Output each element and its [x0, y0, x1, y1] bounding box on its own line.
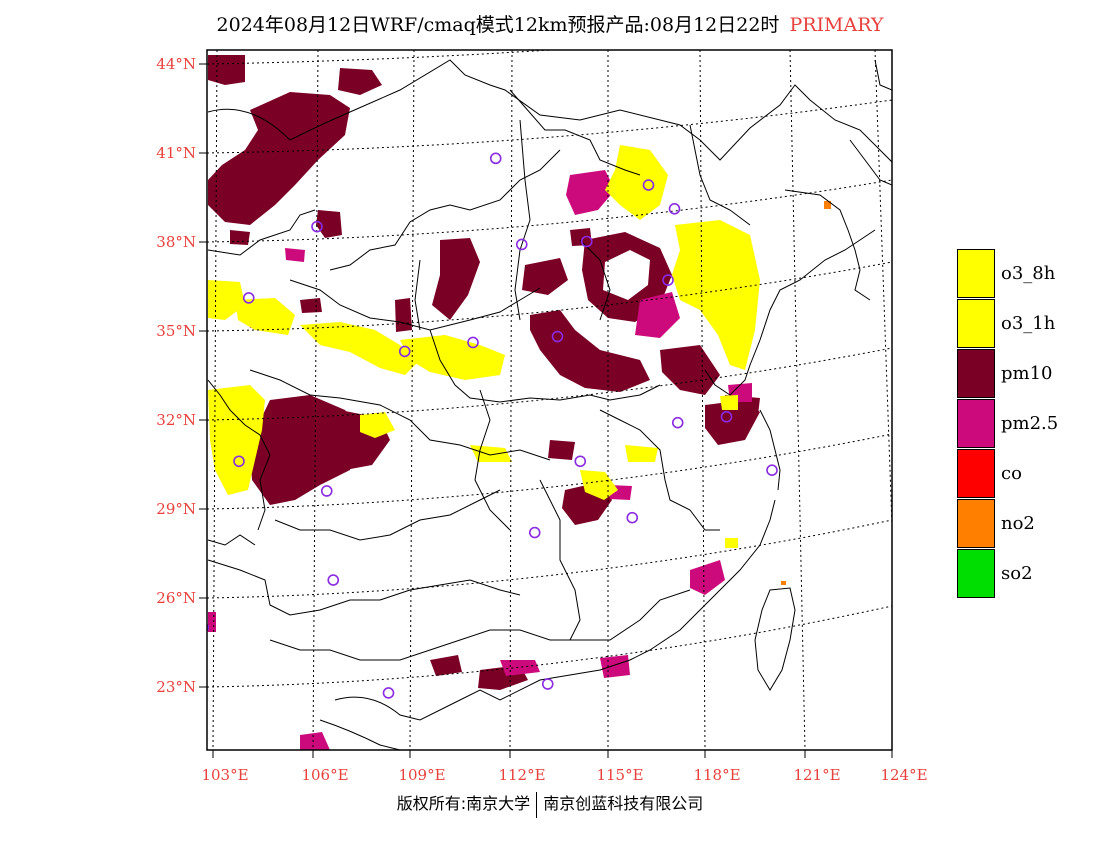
lon-label-121e: 121°E: [793, 766, 841, 784]
axis-ticks: [199, 63, 893, 758]
lon-label-106e: 106°E: [301, 766, 349, 784]
legend-label: pm2.5: [1001, 413, 1059, 434]
lon-label-112e: 112°E: [498, 766, 546, 784]
legend-item-pm25: pm2.5: [957, 399, 1097, 449]
legend-item-pm10: pm10: [957, 349, 1097, 399]
map-title: 2024年08月12日WRF/cmaq模式12km预报产品:08月12日22时 P…: [0, 10, 1100, 37]
copyright-right: 南京创蓝科技有限公司: [543, 794, 704, 813]
legend-item-o3-1h: o3_1h: [957, 299, 1097, 349]
legend-label: so2: [1001, 563, 1033, 584]
station-marker: [642, 179, 655, 191]
legend-item-so2: so2: [957, 549, 1097, 599]
boundaries: [207, 59, 892, 750]
copyright-footer: 版权所有:南京大学 南京创蓝科技有限公司: [0, 790, 1100, 818]
legend-swatch: [957, 349, 995, 398]
station-marker: [551, 330, 564, 343]
pm25-areas: [208, 170, 752, 750]
lat-label-32n: 32°N: [156, 411, 196, 429]
lon-label-109e: 109°E: [398, 766, 446, 784]
map-area: [169, 5, 985, 750]
station-marker: [528, 526, 541, 539]
station-marker: [766, 464, 778, 476]
station-marker: [515, 238, 528, 251]
lat-label-26n: 26°N: [156, 589, 196, 607]
lon-label-118e: 118°E: [693, 766, 741, 784]
station-marker: [668, 203, 681, 215]
legend-item-no2: no2: [957, 499, 1097, 549]
station-marker: [541, 678, 554, 690]
station-marker: [242, 292, 255, 304]
title-text: 2024年08月12日WRF/cmaq模式12km预报产品:08月12日22时: [216, 14, 780, 36]
graticule: [207, 50, 892, 750]
copyright-left: 版权所有:南京大学: [396, 794, 531, 813]
station-markers: [169, 5, 985, 699]
station-marker: [720, 410, 733, 423]
legend-swatch: [957, 449, 995, 498]
station-marker: [327, 574, 340, 586]
legend-label: o3_8h: [1001, 263, 1056, 284]
station-marker: [626, 511, 639, 524]
legend-swatch: [957, 549, 995, 598]
legend-item-co: co: [957, 449, 1097, 499]
station-marker: [398, 345, 411, 358]
o3-areas: [208, 145, 760, 548]
lon-label-124e: 124°E: [880, 766, 928, 784]
legend-swatch: [957, 299, 995, 348]
footer-separator: [536, 791, 538, 818]
legend-swatch: [957, 499, 995, 548]
station-marker: [311, 220, 323, 233]
station-marker: [233, 455, 245, 468]
pollutant-legend: o3_8h o3_1h pm10 pm2.5 co no2 so2: [957, 249, 1097, 599]
lat-label-44n: 44°N: [156, 55, 196, 73]
pm10-areas: [208, 55, 760, 690]
lon-label-115e: 115°E: [596, 766, 644, 784]
station-marker: [933, 61, 943, 71]
lat-label-29n: 29°N: [156, 500, 196, 518]
legend-label: o3_1h: [1001, 313, 1056, 334]
station-marker: [382, 687, 395, 699]
station-marker: [489, 152, 502, 165]
no2-spots: [781, 201, 831, 585]
lat-label-38n: 38°N: [156, 233, 196, 251]
station-marker: [207, 623, 210, 633]
station-marker: [662, 274, 674, 286]
station-marker: [671, 416, 684, 429]
legend-label: co: [1001, 463, 1022, 484]
legend-item-o3-8h: o3_8h: [957, 249, 1097, 299]
lon-label-103e: 103°E: [201, 766, 249, 784]
station-marker: [574, 455, 587, 468]
lat-label-23n: 23°N: [156, 678, 196, 696]
station-marker: [467, 336, 479, 349]
legend-label: pm10: [1001, 363, 1053, 384]
station-marker: [975, 5, 985, 15]
station-marker: [169, 278, 179, 288]
station-marker: [580, 235, 593, 248]
station-marker: [320, 485, 333, 497]
legend-swatch: [957, 399, 995, 448]
lat-label-41n: 41°N: [156, 144, 196, 162]
legend-label: no2: [1001, 513, 1035, 534]
legend-swatch: [957, 249, 995, 298]
title-tag-primary: PRIMARY: [789, 14, 884, 36]
lat-label-35n: 35°N: [156, 322, 196, 340]
map-frame: [206, 49, 893, 751]
